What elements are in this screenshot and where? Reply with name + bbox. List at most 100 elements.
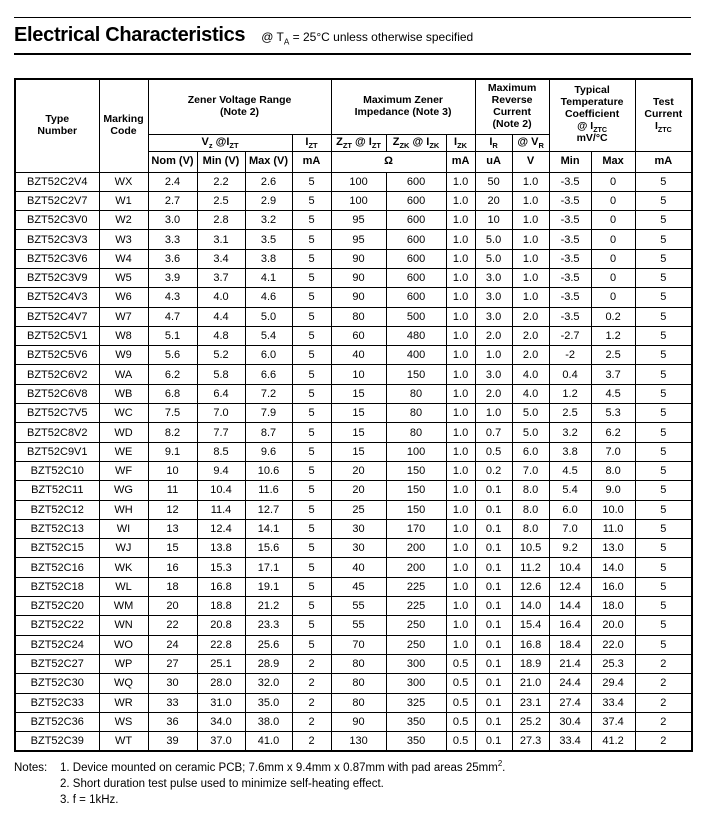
cell-ir-ua: 0.1 xyxy=(474,480,513,501)
cell-ir-ua: 0.7 xyxy=(474,422,513,443)
cell-nom-v: 18 xyxy=(147,576,198,598)
cell-izt-ma: 2 xyxy=(291,711,332,733)
cell-zzt: 55 xyxy=(330,596,387,617)
table-row: BZT52C4V7 W7 4.7 4.4 5.0 5 80 500 1.0 3.0 2.0 -3.5 0… xyxy=(14,306,693,327)
cell-marking-code: WG xyxy=(98,480,149,501)
cell-vr-v: 8.0 xyxy=(511,480,550,501)
cell-type-number: BZT52C33 xyxy=(14,692,100,713)
cell-izk-ma: 1.0 xyxy=(445,538,476,559)
cell-min-v: 13.8 xyxy=(196,538,246,559)
cell-min-v: 3.4 xyxy=(196,248,246,269)
col-header-zzk-izk: ZZK @ IZK xyxy=(385,133,447,152)
cell-izk-ma: 1.0 xyxy=(445,248,476,269)
cell-tc-max: 10.0 xyxy=(590,499,636,520)
unit-nom-v: Nom (V) xyxy=(147,150,198,173)
unit-izt-ma: mA xyxy=(291,150,332,173)
unit-min-v: Min (V) xyxy=(196,150,246,173)
cell-tc-min: 9.2 xyxy=(548,538,592,559)
cell-type-number: BZT52C8V2 xyxy=(14,422,100,443)
cell-iztc-ma: 2 xyxy=(634,692,693,713)
notes-list: 1. Device mounted on ceramic PCB; 7.6mm … xyxy=(60,760,505,808)
cell-ir-ua: 0.1 xyxy=(474,557,513,578)
cell-izk-ma: 1.0 xyxy=(445,557,476,578)
cell-marking-code: WN xyxy=(98,615,149,636)
cell-izt-ma: 5 xyxy=(291,171,332,192)
cell-izk-ma: 1.0 xyxy=(445,576,476,598)
cell-type-number: BZT52C22 xyxy=(14,615,100,636)
col-header-izt: IZT xyxy=(291,133,332,152)
cell-min-v: 15.3 xyxy=(196,557,246,578)
cell-izk-ma: 1.0 xyxy=(445,267,476,289)
table-row: BZT52C8V2 WD 8.2 7.7 8.7 5 15 80 1.0 0.7 5.0 3.2 6.2… xyxy=(14,422,693,443)
cell-zzk: 600 xyxy=(385,267,447,289)
group-header-max-zener-impedance: Maximum Zener Impedance (Note 3) xyxy=(330,78,476,135)
cell-izk-ma: 1.0 xyxy=(445,403,476,424)
cell-min-v: 34.0 xyxy=(196,711,246,733)
cell-tc-max: 20.0 xyxy=(590,615,636,636)
cell-izk-ma: 1.0 xyxy=(445,634,476,655)
cell-max-v: 14.1 xyxy=(244,518,293,540)
cell-tc-min: -3.5 xyxy=(548,267,592,289)
cell-nom-v: 16 xyxy=(147,557,198,578)
cell-izt-ma: 5 xyxy=(291,499,332,520)
cell-vr-v: 11.2 xyxy=(511,557,550,578)
cell-min-v: 4.8 xyxy=(196,325,246,347)
cell-izk-ma: 1.0 xyxy=(445,460,476,482)
cell-iztc-ma: 5 xyxy=(634,248,693,269)
cell-max-v: 4.6 xyxy=(244,287,293,308)
cell-tc-min: 3.2 xyxy=(548,422,592,443)
section-header: Electrical Characteristics @ TA = 25°C u… xyxy=(14,18,691,52)
cell-tc-min: -3.5 xyxy=(548,287,592,308)
cell-marking-code: W6 xyxy=(98,287,149,308)
cell-vr-v: 1.0 xyxy=(511,190,550,212)
cell-zzk: 400 xyxy=(385,345,447,366)
cell-max-v: 25.6 xyxy=(244,634,293,655)
cell-marking-code: WC xyxy=(98,403,149,424)
cell-iztc-ma: 5 xyxy=(634,229,693,250)
cell-izt-ma: 2 xyxy=(291,673,332,694)
cell-zzt: 40 xyxy=(330,345,387,366)
cell-max-v: 35.0 xyxy=(244,692,293,713)
cell-izt-ma: 5 xyxy=(291,596,332,617)
cell-min-v: 9.4 xyxy=(196,460,246,482)
cell-max-v: 19.1 xyxy=(244,576,293,598)
cell-nom-v: 3.3 xyxy=(147,229,198,250)
cell-ir-ua: 0.1 xyxy=(474,634,513,655)
cell-vr-v: 1.0 xyxy=(511,287,550,308)
cell-vr-v: 7.0 xyxy=(511,460,550,482)
table-row: BZT52C3V0 W2 3.0 2.8 3.2 5 95 600 1.0 10 1.0 -3.5 0 5 xyxy=(14,210,693,231)
cell-max-v: 3.8 xyxy=(244,248,293,269)
cell-tc-min: -3.5 xyxy=(548,210,592,231)
cell-type-number: BZT52C11 xyxy=(14,480,100,501)
cell-iztc-ma: 5 xyxy=(634,383,693,405)
cell-max-v: 17.1 xyxy=(244,557,293,578)
cell-tc-min: 0.4 xyxy=(548,364,592,385)
cell-max-v: 6.6 xyxy=(244,364,293,385)
cell-izt-ma: 5 xyxy=(291,615,332,636)
cell-min-v: 12.4 xyxy=(196,518,246,540)
cell-nom-v: 4.7 xyxy=(147,306,198,327)
cell-zzk: 600 xyxy=(385,287,447,308)
cell-zzk: 150 xyxy=(385,460,447,482)
cell-tc-max: 25.3 xyxy=(590,653,636,675)
cell-iztc-ma: 5 xyxy=(634,306,693,327)
cell-marking-code: W7 xyxy=(98,306,149,327)
cell-nom-v: 22 xyxy=(147,615,198,636)
cell-max-v: 23.3 xyxy=(244,615,293,636)
cell-min-v: 5.2 xyxy=(196,345,246,366)
cell-izk-ma: 1.0 xyxy=(445,518,476,540)
cell-nom-v: 4.3 xyxy=(147,287,198,308)
cell-marking-code: WF xyxy=(98,460,149,482)
cell-marking-code: W8 xyxy=(98,325,149,347)
cell-izk-ma: 1.0 xyxy=(445,306,476,327)
cell-tc-max: 7.0 xyxy=(590,441,636,462)
cell-zzk: 600 xyxy=(385,190,447,212)
cell-marking-code: WT xyxy=(98,731,149,752)
cell-marking-code: WO xyxy=(98,634,149,655)
table-row: BZT52C2V7 W1 2.7 2.5 2.9 5 100 600 1.0 20 1.0 -3.5 0… xyxy=(14,190,693,212)
cell-marking-code: WX xyxy=(98,171,149,192)
cell-ir-ua: 5.0 xyxy=(474,229,513,250)
cell-izt-ma: 5 xyxy=(291,441,332,462)
cell-type-number: BZT52C12 xyxy=(14,499,100,520)
cell-marking-code: WP xyxy=(98,653,149,675)
